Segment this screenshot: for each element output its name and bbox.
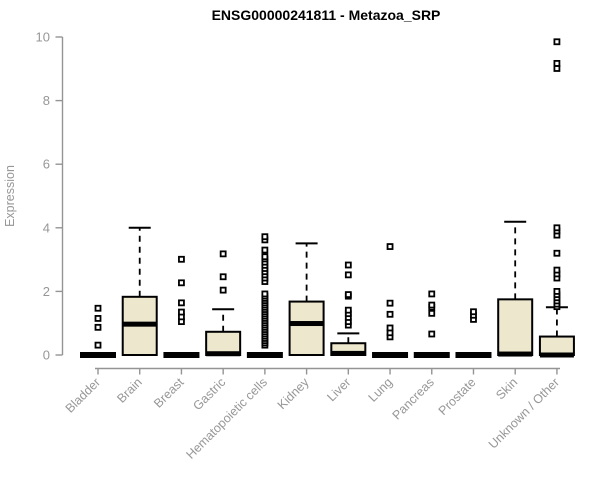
outlier-point xyxy=(553,287,561,295)
outlier-point xyxy=(386,299,394,307)
x-tick-label: Skin xyxy=(493,375,520,402)
box-bladder xyxy=(80,304,116,358)
outlier-point xyxy=(261,290,269,298)
y-tick-label: 10 xyxy=(36,30,50,45)
outlier-point xyxy=(428,290,436,298)
outlier-point xyxy=(344,291,352,298)
outlier-point xyxy=(553,266,561,274)
outlier-point xyxy=(178,279,185,287)
box-lung xyxy=(372,243,409,358)
x-tick-label: Unknown / Other xyxy=(486,375,562,451)
median-line xyxy=(331,350,366,356)
box-breast xyxy=(163,255,200,358)
outlier-point xyxy=(386,310,394,318)
outlier-point xyxy=(219,250,227,258)
box-kidney xyxy=(288,242,325,356)
box-skin xyxy=(497,220,534,357)
outlier-point xyxy=(178,255,185,263)
box-gastric xyxy=(205,250,242,357)
box-liver xyxy=(330,261,367,357)
y-tick-label: 4 xyxy=(43,220,50,235)
outlier-point xyxy=(94,323,102,331)
outlier-point xyxy=(553,59,561,67)
outlier-point xyxy=(553,249,561,257)
outlier-point xyxy=(470,308,477,316)
collapsed-box xyxy=(80,352,116,358)
x-tick-label: Breast xyxy=(151,375,187,411)
outlier-point xyxy=(344,261,352,269)
collapsed-box xyxy=(372,352,409,358)
y-axis-label: Expression xyxy=(3,165,17,227)
x-tick-label: Gastric xyxy=(190,375,228,413)
outlier-point xyxy=(94,304,102,312)
iqr-box xyxy=(288,300,325,356)
outlier-point xyxy=(219,286,227,294)
box-unknown-other xyxy=(538,38,575,358)
median-line xyxy=(498,351,533,357)
collapsed-box xyxy=(413,352,450,358)
collapsed-box xyxy=(246,352,283,358)
outlier-point xyxy=(344,306,352,314)
x-tick-label: Prostate xyxy=(436,375,479,418)
outlier-point xyxy=(219,273,227,281)
box-pancreas xyxy=(413,290,450,358)
x-tick-label: Hematopoietic cells xyxy=(183,375,270,462)
x-tick-label: Pancreas xyxy=(390,375,437,422)
y-tick-label: 8 xyxy=(43,93,50,108)
y-tick-label: 0 xyxy=(43,348,50,363)
outlier-point xyxy=(94,315,102,322)
iqr-box xyxy=(497,298,534,357)
outlier-point xyxy=(344,271,352,279)
outlier-point xyxy=(178,308,185,316)
median-line xyxy=(289,321,324,327)
iqr-box xyxy=(538,335,575,356)
outlier-point xyxy=(94,341,102,349)
collapsed-box xyxy=(455,352,492,358)
outlier-point xyxy=(261,233,269,241)
x-tick-label: Bladder xyxy=(63,375,103,415)
box-brain xyxy=(121,226,158,356)
outlier-point xyxy=(261,253,269,261)
y-axis: 0 2 4 6 8 10 Expression xyxy=(3,30,64,363)
x-tick-label: Liver xyxy=(324,375,353,404)
x-tick-label: Kidney xyxy=(275,375,312,412)
x-tick-label: Lung xyxy=(366,375,396,405)
y-tick-label: 6 xyxy=(43,157,50,172)
outlier-point xyxy=(386,324,394,332)
outlier-point xyxy=(261,246,269,254)
x-tick-label: Brain xyxy=(114,375,145,406)
box-hematopoietic-cells xyxy=(246,233,283,358)
outlier-point xyxy=(553,38,561,46)
outlier-point xyxy=(428,330,436,338)
box-prostate xyxy=(455,308,492,358)
outlier-point xyxy=(428,301,436,309)
median-line xyxy=(206,351,241,357)
median-line xyxy=(122,321,157,327)
y-tick-label: 2 xyxy=(43,284,50,299)
collapsed-box xyxy=(163,352,200,358)
median-line xyxy=(539,352,574,358)
outlier-point xyxy=(428,309,436,317)
outlier-point xyxy=(178,299,185,307)
outlier-point xyxy=(553,224,561,232)
outlier-point xyxy=(386,243,394,250)
chart-title: ENSG00000241811 - Metazoa_SRP xyxy=(212,7,441,23)
